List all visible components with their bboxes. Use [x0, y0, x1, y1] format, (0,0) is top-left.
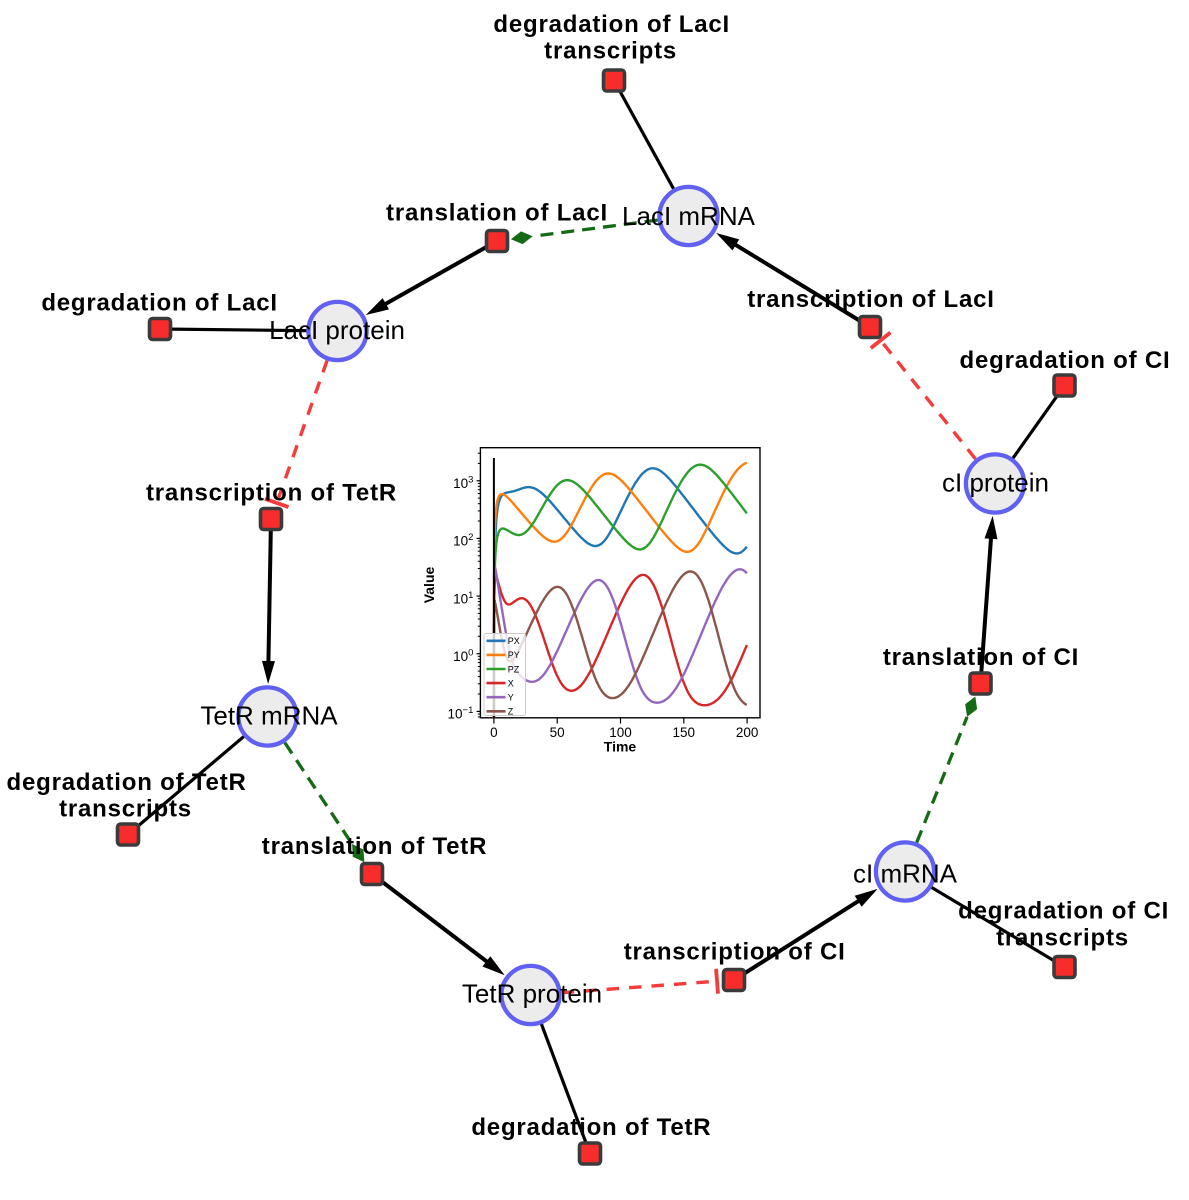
svg-text:translation of CI: translation of CI — [883, 644, 1079, 671]
svg-text:Z: Z — [508, 707, 514, 717]
svg-text:PZ: PZ — [508, 664, 520, 674]
svg-text:X: X — [508, 678, 514, 688]
svg-text:transcripts: transcripts — [544, 38, 677, 65]
svg-text:Y: Y — [508, 693, 514, 703]
svg-text:transcripts: transcripts — [996, 925, 1129, 952]
svg-text:degradation of CI: degradation of CI — [960, 347, 1171, 374]
svg-text:transcripts: transcripts — [59, 795, 192, 822]
svg-text:LacI protein: LacI protein — [269, 315, 405, 345]
svg-text:translation of TetR: translation of TetR — [262, 833, 487, 860]
svg-text:TetR mRNA: TetR mRNA — [200, 700, 338, 730]
svg-text:Time: Time — [604, 739, 637, 755]
svg-text:cI protein: cI protein — [942, 467, 1049, 497]
svg-text:0: 0 — [490, 725, 498, 740]
svg-text:degradation of LacI: degradation of LacI — [41, 290, 278, 317]
svg-text:150: 150 — [673, 725, 696, 740]
svg-text:degradation of CI: degradation of CI — [958, 898, 1169, 925]
svg-text:TetR protein: TetR protein — [462, 979, 602, 1009]
svg-text:transcription of TetR: transcription of TetR — [146, 480, 397, 507]
svg-text:50: 50 — [550, 725, 565, 740]
svg-text:degradation of LacI: degradation of LacI — [493, 11, 730, 38]
svg-text:100: 100 — [609, 725, 632, 740]
svg-text:cI mRNA: cI mRNA — [853, 859, 958, 889]
svg-text:degradation of TetR: degradation of TetR — [7, 769, 247, 796]
svg-text:degradation of TetR: degradation of TetR — [471, 1114, 711, 1141]
svg-text:Value: Value — [421, 567, 437, 604]
svg-text:PY: PY — [508, 650, 520, 660]
svg-text:transcription of LacI: transcription of LacI — [747, 286, 995, 313]
svg-text:200: 200 — [736, 725, 759, 740]
svg-text:PX: PX — [508, 636, 520, 646]
svg-text:LacI mRNA: LacI mRNA — [622, 201, 756, 231]
svg-text:translation of LacI: translation of LacI — [386, 200, 608, 227]
svg-text:transcription of CI: transcription of CI — [624, 939, 846, 966]
